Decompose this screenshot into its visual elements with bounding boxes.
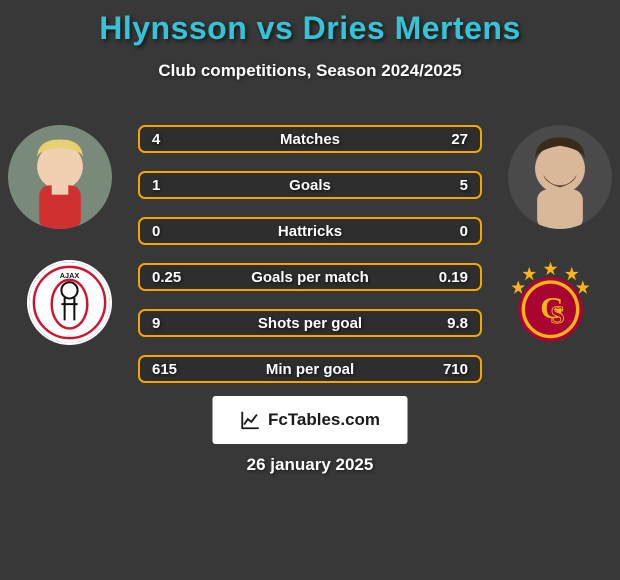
stat-label: Matches <box>140 131 480 148</box>
stat-right-value: 5 <box>460 177 468 194</box>
attribution-badge: FcTables.com <box>213 396 408 444</box>
stat-row: 1Goals5 <box>138 171 482 199</box>
chart-icon <box>240 409 262 431</box>
stat-left-value: 615 <box>152 361 177 378</box>
stat-row: 615Min per goal710 <box>138 355 482 383</box>
stat-label: Goals <box>140 177 480 194</box>
stat-row: 4Matches27 <box>138 125 482 153</box>
date-label: 26 january 2025 <box>0 455 620 475</box>
svg-text:AJAX: AJAX <box>60 271 80 280</box>
attribution-text: FcTables.com <box>268 410 380 430</box>
comparison-card: Hlynsson vs Dries Mertens Club competiti… <box>0 0 620 580</box>
stat-label: Goals per match <box>140 269 480 286</box>
stat-left-value: 1 <box>152 177 160 194</box>
player1-club-logo: AJAX <box>27 260 112 345</box>
stat-row: 0Hattricks0 <box>138 217 482 245</box>
page-title: Hlynsson vs Dries Mertens <box>0 0 620 47</box>
stat-label: Hattricks <box>140 223 480 240</box>
stat-label: Min per goal <box>140 361 480 378</box>
subtitle: Club competitions, Season 2024/2025 <box>0 61 620 81</box>
stat-row: 0.25Goals per match0.19 <box>138 263 482 291</box>
stat-left-value: 4 <box>152 131 160 148</box>
stat-right-value: 0.19 <box>439 269 468 286</box>
stats-table: 4Matches27 1Goals5 0Hattricks0 0.25Goals pe… <box>138 125 482 401</box>
stat-right-value: 0 <box>460 223 468 240</box>
stat-label: Shots per goal <box>140 315 480 332</box>
stat-row: 9Shots per goal9.8 <box>138 309 482 337</box>
stat-left-value: 0.25 <box>152 269 181 286</box>
player2-avatar <box>508 125 612 229</box>
stat-right-value: 710 <box>443 361 468 378</box>
player1-avatar <box>8 125 112 229</box>
stat-right-value: 9.8 <box>447 315 468 332</box>
stat-left-value: 0 <box>152 223 160 240</box>
svg-text:S: S <box>551 300 565 329</box>
stat-right-value: 27 <box>451 131 468 148</box>
player2-club-logo: G S <box>508 260 593 345</box>
stat-left-value: 9 <box>152 315 160 332</box>
